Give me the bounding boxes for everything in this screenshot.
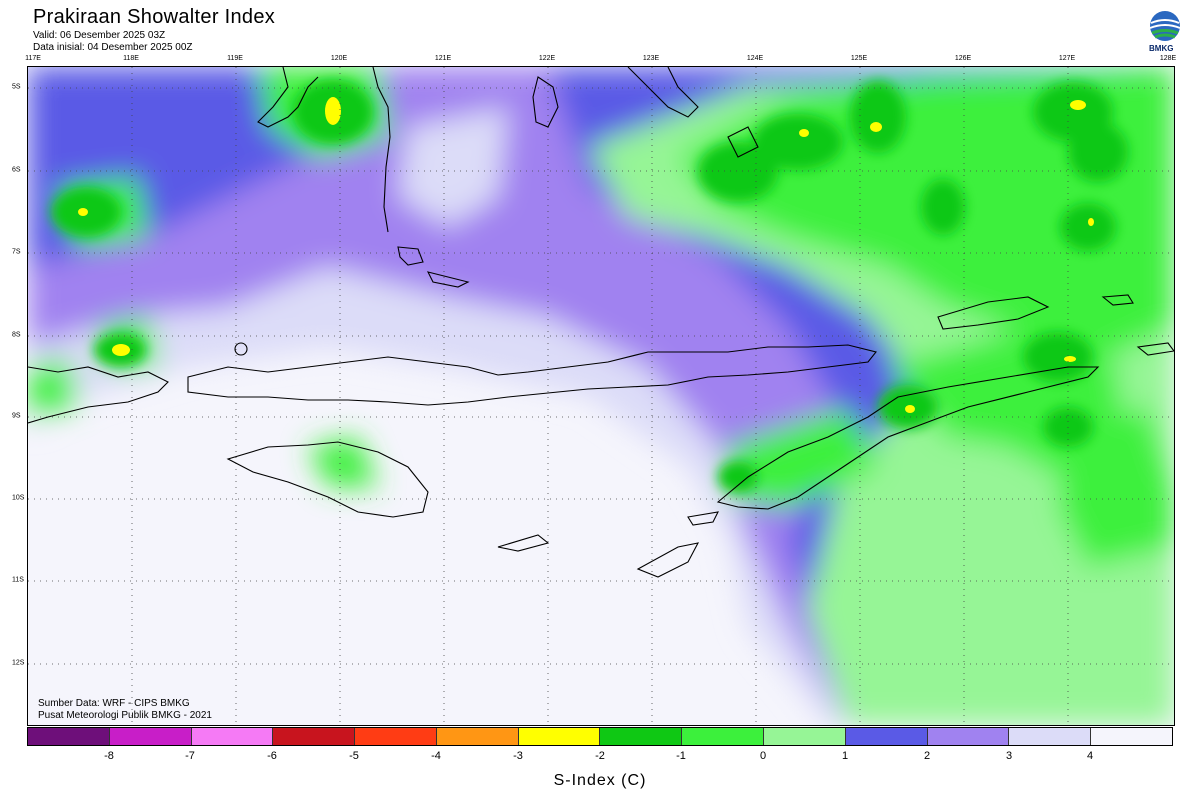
field-yellow <box>1070 100 1086 110</box>
lat-label: 9S <box>12 412 21 420</box>
colorbar-tick: 2 <box>923 750 931 762</box>
colorbar <box>27 727 1173 746</box>
colorbar-tick: 4 <box>1086 750 1094 762</box>
colorbar-segment <box>28 728 110 745</box>
lon-label: 127E <box>1058 55 1076 62</box>
lon-label: 122E <box>538 55 556 62</box>
map-title: Prakiraan Showalter Index <box>33 6 276 28</box>
colorbar-tick: -8 <box>104 750 114 762</box>
colorbar-tick: -5 <box>349 750 359 762</box>
lon-label: 124E <box>746 55 764 62</box>
field-yellow <box>112 344 130 356</box>
colorbar-label: S-Index (C) <box>553 772 647 789</box>
field-yellow <box>325 97 341 125</box>
colorbar-segment <box>1009 728 1092 745</box>
bmkg-logo-icon <box>1143 9 1187 59</box>
field-yellow <box>799 129 809 137</box>
lon-label: 118E <box>123 55 139 62</box>
init-time: Data inisial: 04 Desember 2025 00Z <box>33 42 193 53</box>
colorbar-segment <box>273 728 356 745</box>
colorbar-tick: -3 <box>513 750 523 762</box>
lat-label: 12S <box>12 659 25 667</box>
field-yellow <box>870 122 882 132</box>
colorbar-tick: 3 <box>1005 750 1013 762</box>
lat-label: 8S <box>12 331 21 339</box>
lon-label: 123E <box>642 55 660 62</box>
colorbar-segment <box>600 728 683 745</box>
colorbar-segment <box>927 728 1010 745</box>
lat-lon-grid <box>28 67 1174 725</box>
lon-label: 120E <box>330 55 348 62</box>
coastlines <box>28 67 1174 578</box>
lat-label: 6S <box>12 166 21 174</box>
lat-label: 5S <box>12 83 21 91</box>
field-dark-green <box>718 461 758 493</box>
forecast-map[interactable] <box>27 66 1175 726</box>
colorbar-tick: 0 <box>759 750 767 762</box>
lat-label: 10S <box>12 494 25 502</box>
logo-text: BMKG <box>1149 44 1174 53</box>
field-yellow <box>905 405 915 413</box>
field-dark-green <box>698 142 778 202</box>
colorbar-segment <box>764 728 846 745</box>
field-green <box>1058 407 1174 567</box>
field-lavender-hole <box>568 207 668 307</box>
colorbar-segment <box>845 728 928 745</box>
colorbar-segment <box>191 728 274 745</box>
lon-label: 128E <box>1159 55 1177 62</box>
valid-time: Valid: 06 Desember 2025 03Z <box>33 30 166 41</box>
lon-label: 126E <box>954 55 972 62</box>
colorbar-tick: -4 <box>431 750 441 762</box>
field-green <box>308 437 378 487</box>
field-dark-green <box>850 81 906 153</box>
organization: Pusat Meteorologi Publik BMKG - 2021 <box>38 710 212 721</box>
colorbar-tick: -1 <box>676 750 686 762</box>
lat-label: 7S <box>12 248 21 256</box>
lon-label: 117E <box>25 55 41 62</box>
colorbar-tick: -6 <box>267 750 277 762</box>
colorbar-segment <box>436 728 519 745</box>
field-green <box>28 357 78 417</box>
colorbar-tick: 1 <box>841 750 849 762</box>
colorbar-tick: -7 <box>185 750 195 762</box>
field-yellow <box>1064 356 1076 362</box>
colorbar-segment <box>355 728 437 745</box>
field-yellow <box>78 208 88 216</box>
field-dark-green <box>921 179 965 235</box>
colorbar-segment <box>1091 728 1172 745</box>
colorbar-tick: -2 <box>595 750 605 762</box>
data-source: Sumber Data: WRF - CIPS BMKG <box>38 698 190 709</box>
lon-label: 125E <box>850 55 868 62</box>
colorbar-segment <box>109 728 192 745</box>
lat-label: 11S <box>12 576 24 584</box>
field-dark-green <box>1023 332 1093 382</box>
colorbar-segment <box>518 728 601 745</box>
colorbar-segment <box>682 728 765 745</box>
field-dark-green <box>1060 203 1116 251</box>
field-green <box>728 407 878 507</box>
field-dark-green <box>1068 122 1128 182</box>
field-dark-green <box>753 114 843 170</box>
lon-label: 121E <box>434 55 452 62</box>
field-yellow <box>1088 218 1094 226</box>
lon-label: 119E <box>227 55 243 62</box>
field-lavender-hole <box>398 107 508 227</box>
